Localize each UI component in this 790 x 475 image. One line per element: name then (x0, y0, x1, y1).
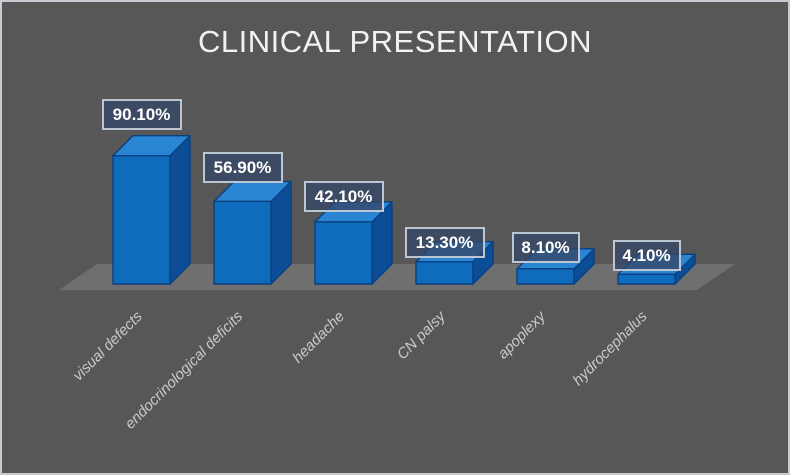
bar-headache (314, 201, 393, 285)
chart-title: CLINICAL PRESENTATION (197, 24, 593, 59)
bar-visual-defects (112, 134, 191, 285)
value-label-endocrinological-deficits: 56.90% (202, 152, 283, 184)
bar-endocrinological-deficits (213, 180, 292, 285)
bar-side-face (169, 134, 191, 285)
value-label-cn-palsy: 13.30% (404, 226, 485, 258)
bar-front-face (415, 260, 474, 285)
bar-front-face (314, 221, 373, 285)
value-label-apoplexy: 8.10% (511, 231, 580, 263)
value-label-hydrocephalus: 4.10% (612, 240, 681, 272)
bar-front-face (112, 154, 171, 285)
bar-front-face (617, 273, 676, 285)
value-label-visual-defects: 90.10% (101, 98, 182, 130)
value-label-headache: 42.10% (303, 180, 384, 212)
bar-front-face (516, 268, 575, 285)
bar-front-face (213, 200, 272, 285)
